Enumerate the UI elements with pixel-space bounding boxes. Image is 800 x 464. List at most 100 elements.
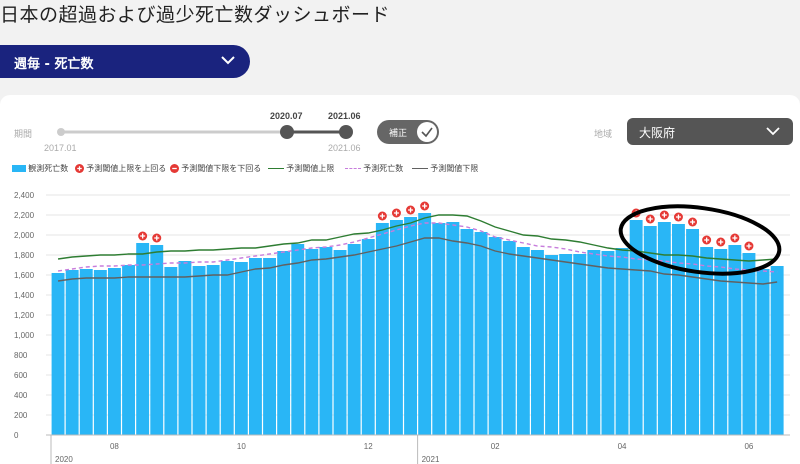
region-dropdown[interactable]: 大阪府 — [627, 118, 793, 145]
region-dropdown-value: 大阪府 — [639, 126, 676, 140]
legend-predicted: 予測死亡数 — [345, 163, 403, 174]
bar — [714, 249, 728, 435]
legend-lower: 予測閾値下限 — [412, 163, 478, 174]
bar — [502, 241, 516, 435]
x-tick-label: 02 — [491, 442, 500, 451]
plus-icon — [690, 219, 696, 225]
bar — [192, 266, 206, 435]
period-label: 期間 — [14, 129, 33, 139]
bar — [65, 270, 79, 435]
bar — [122, 265, 135, 435]
bar — [263, 258, 276, 435]
hojo-toggle[interactable]: 補正 — [377, 120, 439, 144]
bar — [234, 262, 248, 435]
legend-swatch-lower — [412, 168, 428, 170]
plus-icon — [718, 239, 724, 245]
period-slider[interactable] — [55, 124, 355, 140]
bar — [531, 250, 544, 435]
y-tick-label: 2,000 — [14, 231, 35, 240]
minus-circle-icon — [170, 164, 179, 174]
y-tick-label: 1,200 — [14, 311, 35, 320]
year-label: 2021 — [422, 455, 440, 464]
bar — [51, 273, 65, 435]
legend-observed-label: 観測死亡数 — [28, 164, 69, 173]
bar — [446, 222, 460, 435]
mode-dropdown-value: 週毎 - 死亡数 — [14, 57, 94, 72]
y-tick-label: 200 — [14, 411, 28, 420]
predicted-line — [57, 222, 778, 273]
bar — [333, 250, 347, 435]
bar — [291, 244, 305, 435]
plus-icon — [746, 243, 752, 249]
bar — [178, 261, 192, 435]
bar — [742, 253, 756, 435]
y-tick-label: 1,600 — [14, 271, 35, 280]
bar — [643, 226, 657, 435]
hojo-knob — [417, 122, 437, 142]
y-tick-label: 800 — [14, 351, 28, 360]
bar — [277, 251, 291, 435]
bar — [587, 250, 601, 435]
slider-end-handle[interactable] — [339, 125, 353, 139]
x-tick-label: 12 — [364, 442, 373, 451]
x-tick-label: 04 — [618, 442, 627, 451]
legend-upper-label: 予測閾値上限 — [286, 164, 335, 173]
plus-icon — [675, 214, 681, 220]
bar — [756, 269, 770, 435]
bar — [545, 255, 558, 435]
year-label: 2020 — [55, 455, 73, 464]
selected-start-label: 2020.07 — [270, 111, 303, 121]
bar — [93, 270, 107, 435]
bar — [319, 247, 333, 435]
plus-icon — [140, 233, 146, 239]
y-tick-label: 1,800 — [14, 251, 35, 260]
bar — [150, 245, 164, 435]
range-start-dot — [57, 128, 65, 136]
x-tick-label: 06 — [744, 442, 753, 451]
plus-icon — [704, 237, 710, 243]
y-tick-label: 1,400 — [14, 291, 35, 300]
plus-icon — [732, 235, 738, 241]
bar — [390, 220, 403, 435]
region-label: 地域 — [594, 129, 613, 139]
legend-below: 予測閾値下限を下回る — [170, 163, 261, 174]
bar — [249, 258, 262, 435]
upper-threshold-line — [57, 214, 778, 262]
y-tick-label: 1,000 — [14, 331, 35, 340]
bar — [474, 232, 488, 435]
bar — [305, 249, 319, 435]
chevron-down-icon — [765, 123, 781, 142]
legend-above-label: 予測閾値上限を上回る — [86, 164, 167, 173]
mode-dropdown[interactable]: 週毎 - 死亡数 — [0, 45, 250, 78]
bar — [728, 245, 742, 435]
plus-icon — [661, 212, 667, 218]
bar — [361, 239, 375, 435]
bar — [770, 266, 784, 435]
legend-swatch-bar — [12, 165, 26, 173]
legend-predicted-label: 予測死亡数 — [363, 164, 404, 173]
bar — [686, 229, 699, 435]
slider-start-handle[interactable] — [280, 125, 294, 139]
x-tick-label: 08 — [110, 442, 119, 451]
selected-end-label: 2021.06 — [328, 111, 361, 121]
plus-icon — [154, 235, 160, 241]
bar — [657, 222, 671, 435]
y-tick-label: 2,200 — [14, 211, 35, 220]
bar — [559, 254, 573, 435]
legend-upper: 予測閾値上限 — [268, 163, 334, 174]
legend-observed: 観測死亡数 — [12, 163, 68, 174]
bar — [220, 261, 234, 435]
chevron-down-icon — [220, 52, 236, 72]
plus-icon — [393, 210, 399, 216]
bar — [432, 223, 446, 435]
y-tick-label: 2,400 — [14, 191, 35, 200]
plus-icon — [408, 207, 414, 213]
plus-icon — [647, 216, 653, 222]
bar — [672, 224, 685, 435]
legend-below-label: 予測閾値下限を下回る — [181, 164, 262, 173]
bar — [108, 268, 121, 435]
dashboard-title: 日本の超過および過少死亡数ダッシュボード — [0, 4, 391, 26]
bar — [601, 251, 615, 435]
bar — [347, 244, 361, 435]
plus-icon — [422, 203, 428, 209]
